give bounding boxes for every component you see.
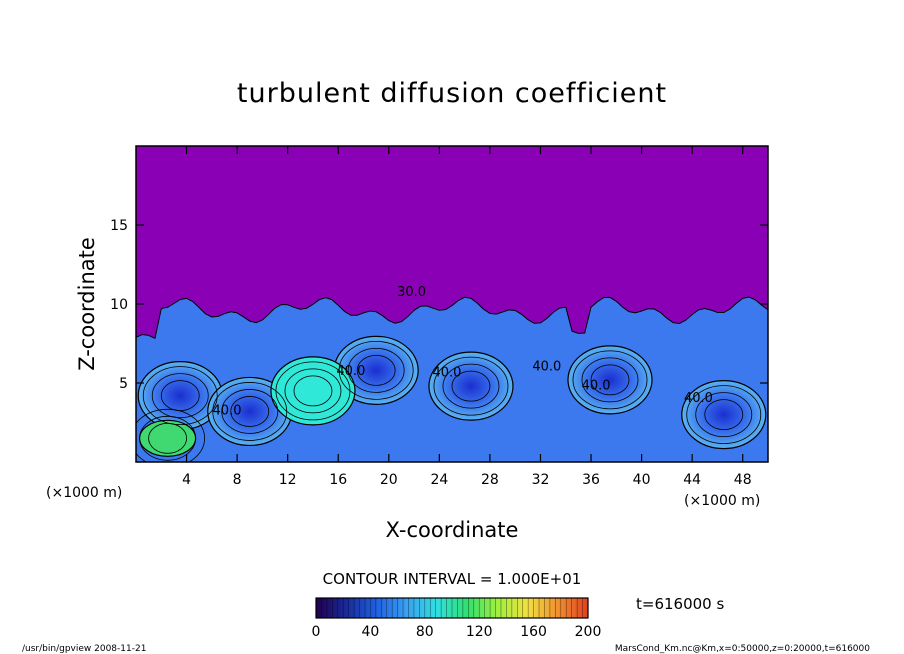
contour-label-5: 40.0 xyxy=(582,378,611,393)
x-tick-label-3: 16 xyxy=(329,472,347,488)
contour-1-2 xyxy=(221,389,279,434)
x-unit-right: (×1000 m) xyxy=(684,493,760,509)
contour-4-3 xyxy=(572,350,648,410)
plot-area: 40.0 40.0 40.0 40.0 40.0 40.0 30.0 xyxy=(136,146,768,462)
x-tick-label-9: 40 xyxy=(633,472,651,488)
contour-2-1 xyxy=(356,354,396,386)
contour-label-2: 40.0 xyxy=(432,366,461,381)
time-label: t=616000 s xyxy=(636,595,724,613)
contour-label-0: 40.0 xyxy=(213,404,242,419)
contour-3-2 xyxy=(442,363,500,409)
x-tick-label-2: 12 xyxy=(279,472,297,488)
footer-right: MarsCond_Km.nc@Km,x=0:50000,z=0:20000,t=… xyxy=(615,644,870,654)
contour-6-2 xyxy=(139,415,197,461)
y-tick-label-2: 15 xyxy=(110,218,128,234)
x-tick-label-7: 32 xyxy=(532,472,550,488)
contour-layer xyxy=(136,340,762,462)
x-tick-label-11: 48 xyxy=(734,472,752,488)
cell-3 xyxy=(428,351,514,421)
contour-5-2 xyxy=(695,392,753,438)
colorbar: 0 40 80 120 160 200 xyxy=(312,597,602,640)
x-tick-label-5: 24 xyxy=(430,472,448,488)
contour-label-3: 40.0 xyxy=(532,359,561,374)
footer-left: /usr/bin/gpview 2008-11-21 xyxy=(22,644,146,654)
x-unit-left: (×1000 m) xyxy=(46,485,122,501)
colorbar-ticks: 0 40 80 120 160 200 xyxy=(312,624,602,640)
cell-7 xyxy=(270,356,356,426)
contour-label-layer: 40.0 40.0 40.0 40.0 40.0 40.0 30.0 xyxy=(213,285,713,419)
contour-1-1 xyxy=(230,396,270,427)
x-tick-label-0: 4 xyxy=(182,472,191,488)
x-tick-label-8: 36 xyxy=(582,472,600,488)
x-axis-label: X-coordinate xyxy=(386,518,519,542)
x-tick-label-4: 20 xyxy=(380,472,398,488)
x-tick-label-10: 44 xyxy=(683,472,701,488)
x-axis-ticks: 4 8 12 16 20 24 28 32 36 40 44 48 xyxy=(182,146,752,488)
y-axis-label: Z-coordinate xyxy=(75,237,99,371)
contour-interval: CONTOUR INTERVAL = 1.000E+01 xyxy=(323,570,582,588)
contour-2-2 xyxy=(347,347,405,393)
contour-7-3 xyxy=(275,361,351,421)
cell-5 xyxy=(681,380,767,450)
colorbar-tick-1: 40 xyxy=(361,624,379,640)
contour-0-2 xyxy=(151,373,209,419)
colorbar-tick-4: 160 xyxy=(520,624,547,640)
contour-4-2 xyxy=(581,357,639,403)
x-tick-label-1: 8 xyxy=(233,472,242,488)
colorbar-tick-0: 0 xyxy=(312,624,321,640)
chart-title: turbulent diffusion coefficient xyxy=(237,78,667,109)
y-axis-ticks: 5 10 15 xyxy=(110,218,768,392)
contour-6-3 xyxy=(136,408,205,462)
y-tick-label-0: 5 xyxy=(119,376,128,392)
contour-3-1 xyxy=(451,370,491,402)
contour-7-2 xyxy=(284,368,342,414)
y-tick-label-1: 10 xyxy=(110,297,128,313)
contour-label-6: 30.0 xyxy=(397,285,426,300)
contour-label-4: 40.0 xyxy=(684,391,713,406)
contour-3-3 xyxy=(433,356,509,416)
colorbar-tick-2: 80 xyxy=(416,624,434,640)
colorbar-tick-5: 200 xyxy=(575,624,602,640)
contour-5-3 xyxy=(686,385,762,445)
cells-layer xyxy=(137,335,767,457)
contour-4-1 xyxy=(590,364,630,396)
contour-0-3 xyxy=(142,366,218,426)
colorbar-tick-3: 120 xyxy=(466,624,493,640)
contour-6-1 xyxy=(148,422,188,454)
contour-label-1: 40.0 xyxy=(336,364,365,379)
cell-6 xyxy=(139,419,197,457)
x-tick-label-6: 28 xyxy=(481,472,499,488)
contour-7-1 xyxy=(293,375,333,407)
colorbar-frame xyxy=(315,597,589,619)
contour-5-1 xyxy=(704,399,744,431)
cell-4 xyxy=(567,345,653,415)
